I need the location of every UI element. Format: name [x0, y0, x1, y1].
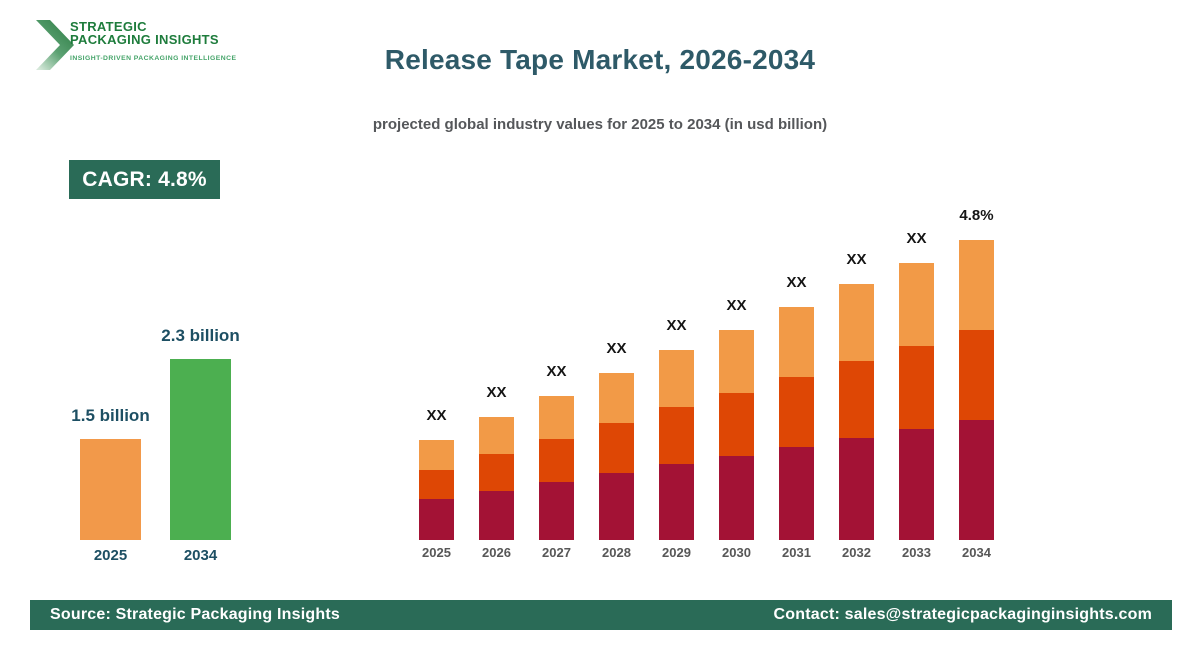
bar-column-2032: XX 2032: [839, 198, 874, 560]
logo-name-line2: PACKAGING INSIGHTS: [70, 32, 219, 47]
logo-text: STRATEGIC PACKAGING INSIGHTS INSIGHT-DRI…: [70, 20, 236, 62]
bar-value-label: XX: [666, 317, 687, 334]
summary-value-label: 2.3 billion: [161, 326, 240, 345]
bar-column-2029: XX 2029: [659, 198, 694, 560]
year-label: 2031: [782, 545, 811, 560]
segment-top: [839, 284, 874, 361]
segment-bottom: [959, 420, 994, 540]
segment-bottom: [779, 447, 814, 540]
bar-value-label: XX: [546, 363, 567, 380]
year-label: 2027: [542, 545, 571, 560]
logo: STRATEGIC PACKAGING INSIGHTS INSIGHT-DRI…: [33, 12, 263, 74]
segment-middle: [839, 361, 874, 438]
logo-tagline: INSIGHT-DRIVEN PACKAGING INTELLIGENCE: [70, 55, 237, 62]
segment-top: [479, 417, 514, 454]
summary-year-label: 2025: [93, 547, 128, 564]
segment-top: [959, 240, 994, 330]
stacked-bar-chart: XX 2025 XX 2026 XX 2027 XX 2028 XX 2029 XX 2030 XX 20…: [419, 198, 994, 560]
year-label: 2028: [602, 545, 631, 560]
segment-bottom: [659, 464, 694, 540]
summary-year-label: 2034: [183, 547, 218, 564]
bar-value-label: 4.8%: [959, 207, 994, 224]
segment-middle: [419, 470, 454, 499]
year-label: 2025: [422, 545, 451, 560]
bar-column-2027: XX 2027: [539, 198, 574, 560]
chevron-right-icon: [36, 20, 74, 75]
bar-column-2030: XX 2030: [719, 198, 754, 560]
bar-value-label: XX: [606, 340, 627, 357]
bar-column-2028: XX 2028: [599, 198, 634, 560]
logo-name-line1: STRATEGIC: [70, 19, 147, 34]
segment-middle: [899, 346, 934, 429]
bar-column-2033: XX 2033: [899, 198, 934, 560]
bar-column-2031: XX 2031: [779, 198, 814, 560]
segment-bottom: [479, 491, 514, 540]
segment-top: [539, 396, 574, 439]
bar-value-label: XX: [426, 407, 447, 424]
footer-contact: Contact: sales@strategicpackaginginsight…: [773, 606, 1152, 623]
year-label: 2029: [662, 545, 691, 560]
segment-bottom: [719, 456, 754, 540]
bar-value-label: XX: [726, 297, 747, 314]
segment-bottom: [899, 429, 934, 540]
bar-column-2026: XX 2026: [479, 198, 514, 560]
year-label: 2034: [962, 545, 991, 560]
segment-bottom: [419, 499, 454, 540]
year-label: 2026: [482, 545, 511, 560]
growth-summary-chart: 1.5 billion 2025 2.3 billion 2034: [60, 326, 240, 564]
segment-bottom: [599, 473, 634, 540]
footer-bar: Source: Strategic Packaging Insights Con…: [30, 600, 1172, 630]
cagr-badge: CAGR: 4.8%: [69, 160, 220, 199]
bar-value-label: XX: [786, 274, 807, 291]
segment-top: [899, 263, 934, 346]
segment-bottom: [539, 482, 574, 540]
page-subtitle: projected global industry values for 202…: [372, 116, 828, 133]
segment-top: [719, 330, 754, 393]
segment-top: [659, 350, 694, 407]
segment-bottom: [839, 438, 874, 540]
segment-top: [779, 307, 814, 377]
summary-bar-2034: [170, 359, 231, 540]
bar-column-2025: XX 2025: [419, 198, 454, 560]
segment-top: [599, 373, 634, 423]
summary-column-2034: 2.3 billion 2034: [161, 326, 239, 564]
summary-value-label: 1.5 billion: [71, 406, 150, 425]
summary-column-2025: 1.5 billion 2025: [71, 330, 149, 564]
page-title: Release Tape Market, 2026-2034: [384, 44, 816, 75]
segment-top: [419, 440, 454, 470]
segment-middle: [539, 439, 574, 482]
bar-column-2034: 4.8% 2034: [959, 198, 994, 560]
bar-value-label: XX: [906, 230, 927, 247]
footer-source: Source: Strategic Packaging Insights: [50, 606, 340, 623]
segment-middle: [659, 407, 694, 464]
summary-bar-2025: [80, 439, 141, 540]
segment-middle: [479, 454, 514, 491]
segment-middle: [779, 377, 814, 447]
year-label: 2033: [902, 545, 931, 560]
year-label: 2032: [842, 545, 871, 560]
segment-middle: [599, 423, 634, 473]
segment-middle: [719, 393, 754, 456]
year-label: 2030: [722, 545, 751, 560]
bar-value-label: XX: [486, 384, 507, 401]
bar-value-label: XX: [846, 251, 867, 268]
segment-middle: [959, 330, 994, 420]
